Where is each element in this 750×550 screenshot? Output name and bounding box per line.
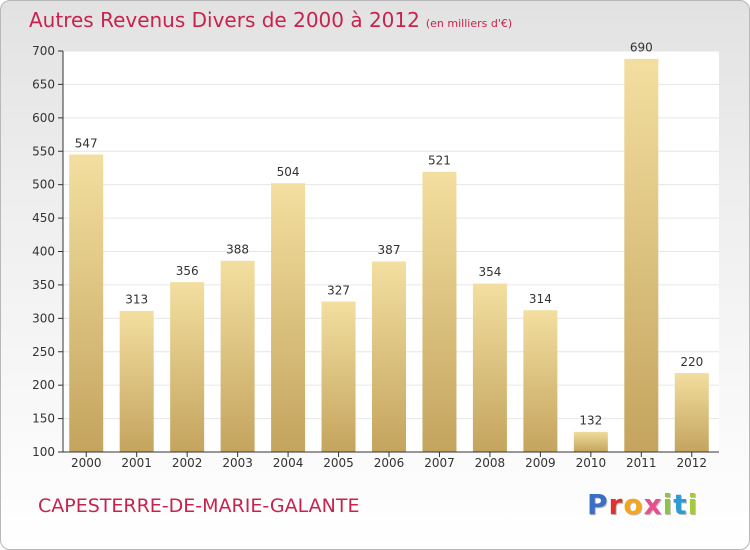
y-tick-label: 350	[32, 278, 55, 292]
bar	[271, 181, 306, 452]
logo-letter: P	[587, 488, 609, 521]
y-tick-label: 450	[32, 211, 55, 225]
data-label: 354	[478, 265, 501, 279]
x-tick-label: 2009	[525, 456, 556, 470]
data-label: 690	[630, 41, 653, 55]
proxiti-logo[interactable]: Proxiti	[587, 488, 698, 521]
logo-letter: o	[623, 488, 644, 521]
bar	[573, 430, 608, 452]
logo-letter: i	[662, 488, 674, 521]
title-text: Autres Revenus Divers de 2000 à 2012	[29, 8, 420, 32]
data-label: 132	[579, 414, 602, 428]
x-tick-label: 2012	[676, 456, 707, 470]
bar	[119, 309, 154, 452]
bar	[69, 153, 104, 452]
y-tick-label: 550	[32, 144, 55, 158]
logo-letter: x	[643, 488, 663, 521]
bar	[220, 259, 255, 452]
chart-title: Autres Revenus Divers de 2000 à 2012 (en …	[29, 8, 512, 32]
y-tick-label: 400	[32, 245, 55, 259]
bar	[472, 282, 507, 452]
y-tick-label: 600	[32, 111, 55, 125]
y-tick-label: 650	[32, 77, 55, 91]
unit-note: (en milliers d'€)	[425, 17, 513, 30]
x-tick-label: 2002	[172, 456, 203, 470]
bar	[523, 308, 558, 452]
x-tick-label: 2001	[121, 456, 152, 470]
logo-letter: r	[608, 488, 624, 521]
y-tick-label: 150	[32, 412, 55, 426]
bars: 547 313 356 388 504 327 387 521 354 314 132 690 220	[69, 41, 709, 453]
axes: 100 150 200 250 300 350 400 450 500 550 600 650 700 2…	[32, 44, 719, 470]
data-label: 327	[327, 283, 350, 297]
logo-letter: t	[673, 488, 688, 521]
data-label: 356	[176, 264, 199, 278]
location-label: CAPESTERRE-DE-MARIE-GALANTE	[38, 495, 360, 517]
logo-letter: i	[687, 488, 699, 521]
x-tick-label: 2004	[273, 456, 304, 470]
y-tick-label: 100	[32, 445, 55, 459]
y-tick-label: 700	[32, 44, 55, 58]
bar	[674, 371, 709, 452]
x-tick-label: 2008	[475, 456, 506, 470]
y-tick-label: 250	[32, 345, 55, 359]
x-tick-label: 2005	[323, 456, 354, 470]
data-label: 547	[75, 136, 98, 150]
y-tick-label: 200	[32, 378, 55, 392]
bar	[170, 280, 205, 452]
data-label: 314	[529, 292, 552, 306]
x-tick-label: 2003	[222, 456, 253, 470]
y-tick-label: 300	[32, 311, 55, 325]
x-tick-label: 2006	[374, 456, 405, 470]
x-tick-label: 2010	[576, 456, 607, 470]
x-tick-label: 2011	[626, 456, 657, 470]
x-tick-label: 2000	[71, 456, 102, 470]
data-label: 504	[277, 165, 300, 179]
y-tick-label: 500	[32, 178, 55, 192]
bar	[624, 57, 659, 452]
data-label: 521	[428, 154, 451, 168]
x-tick-label: 2007	[424, 456, 455, 470]
bar	[321, 300, 356, 452]
bar	[422, 170, 457, 453]
data-label: 220	[680, 355, 703, 369]
data-label: 387	[378, 243, 401, 257]
data-label: 313	[125, 293, 148, 307]
bar	[372, 260, 406, 452]
data-label: 388	[226, 243, 249, 257]
